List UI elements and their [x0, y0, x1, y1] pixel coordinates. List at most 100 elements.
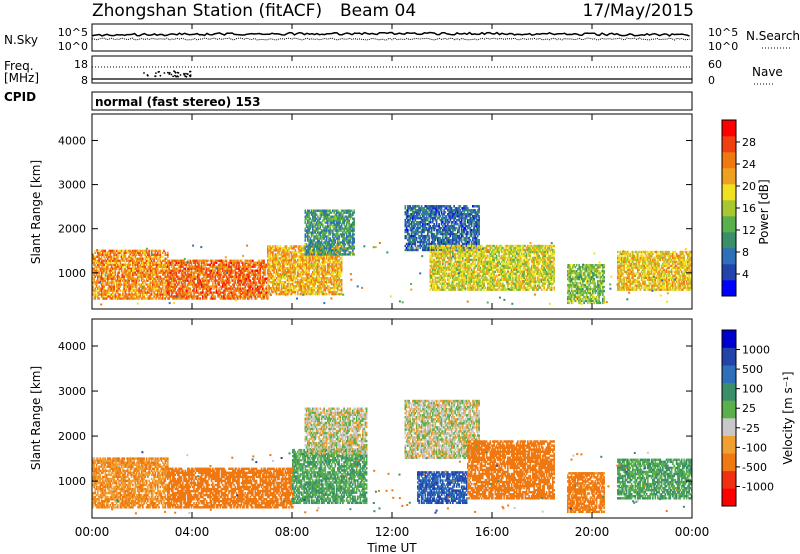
echo-cell	[349, 233, 352, 236]
echo-cell	[312, 241, 314, 244]
echo-cell	[174, 285, 177, 288]
echo-cell	[340, 261, 343, 264]
echo-cell	[255, 283, 258, 286]
echo-cell	[178, 291, 180, 294]
echo-cell	[119, 293, 122, 296]
echo-cell	[102, 263, 104, 266]
echo-cell	[115, 259, 118, 262]
echo-cell	[124, 261, 127, 264]
echo-cell	[412, 215, 414, 218]
echo-cell	[109, 277, 112, 280]
echo-cell	[335, 265, 338, 268]
echo-cell	[338, 213, 340, 216]
echo-cell	[329, 225, 332, 228]
echo-cell	[433, 232, 435, 236]
echo-cell	[314, 292, 317, 296]
echo-cell	[305, 285, 308, 288]
echo-cell	[317, 243, 319, 246]
echo-cell	[429, 209, 432, 212]
echo-cell	[152, 261, 154, 264]
echo-cell	[304, 237, 307, 240]
echo-cell	[289, 263, 292, 266]
echo-cell	[315, 209, 318, 212]
echo-cell	[187, 279, 189, 282]
echo-cell	[327, 221, 329, 224]
echo-cell	[337, 269, 339, 272]
echo-cell	[310, 243, 313, 246]
echo-cell	[113, 265, 115, 268]
echo-cell	[237, 281, 239, 284]
echo-cell	[335, 283, 338, 286]
echo-cell	[414, 248, 417, 252]
echo-cell	[333, 215, 335, 218]
echo-cell	[123, 297, 125, 300]
echo-cell	[92, 281, 94, 284]
echo-cell	[112, 279, 114, 282]
echo-cell	[168, 267, 170, 270]
echo-cell	[209, 277, 212, 280]
echo-cell	[339, 257, 342, 260]
echo-cell	[102, 267, 104, 270]
echo-cell	[229, 291, 232, 294]
echo-cell	[304, 217, 307, 220]
echo-cell	[177, 297, 179, 300]
echo-cell	[408, 225, 410, 228]
echo-cell	[233, 291, 235, 294]
echo-cell	[349, 225, 352, 228]
echo-cell	[414, 242, 417, 246]
echo-cell	[448, 232, 450, 236]
echo-cell	[150, 289, 153, 292]
echo-cell	[279, 273, 282, 276]
echo-cell	[327, 241, 329, 244]
echo-cell	[282, 263, 284, 266]
echo-cell	[242, 279, 244, 282]
echo-cell	[299, 288, 302, 292]
echo-cell	[334, 209, 337, 212]
echo-cell	[327, 235, 329, 238]
echo-cell	[444, 244, 447, 248]
echo-cell	[132, 285, 134, 288]
echo-cell	[289, 265, 292, 268]
echo-cell	[114, 259, 117, 262]
echo-cell	[302, 288, 304, 292]
echo-cell	[312, 227, 314, 230]
echo-cell	[122, 249, 124, 253]
echo-cell	[440, 213, 443, 216]
echo-cell	[317, 239, 319, 242]
echo-cell	[215, 289, 218, 292]
echo-cell	[205, 289, 208, 292]
echo-cell	[434, 226, 437, 230]
echo-cell	[234, 275, 237, 278]
echo-cell	[129, 257, 132, 260]
echo-cell	[148, 259, 150, 262]
echo-cell	[319, 283, 322, 286]
echo-cell	[114, 291, 117, 294]
echo-cell	[348, 243, 350, 246]
echo-cell	[155, 279, 158, 282]
echo-cell	[340, 223, 343, 226]
echo-cell	[319, 285, 322, 288]
echo-cell	[245, 265, 248, 268]
echo-cell	[452, 221, 454, 224]
echo-cell	[423, 230, 425, 234]
echo-cell	[170, 279, 173, 282]
echo-cell	[412, 226, 414, 230]
echo-cell	[97, 263, 99, 266]
echo-cell	[285, 275, 288, 278]
echo-cell	[99, 275, 102, 278]
echo-cell	[332, 259, 334, 262]
echo-cell	[275, 277, 278, 280]
echo-cell	[137, 289, 139, 292]
echo-cell	[334, 213, 337, 216]
echo-cell	[215, 259, 218, 262]
echo-cell	[334, 271, 337, 274]
echo-cell	[224, 273, 227, 276]
echo-cell	[353, 247, 355, 250]
echo-cell	[313, 283, 315, 286]
echo-cell	[124, 273, 127, 276]
echo-cell	[303, 261, 305, 264]
echo-cell	[315, 251, 318, 254]
echo-cell	[134, 251, 137, 254]
echo-cell	[289, 273, 292, 276]
echo-cell	[335, 231, 338, 234]
